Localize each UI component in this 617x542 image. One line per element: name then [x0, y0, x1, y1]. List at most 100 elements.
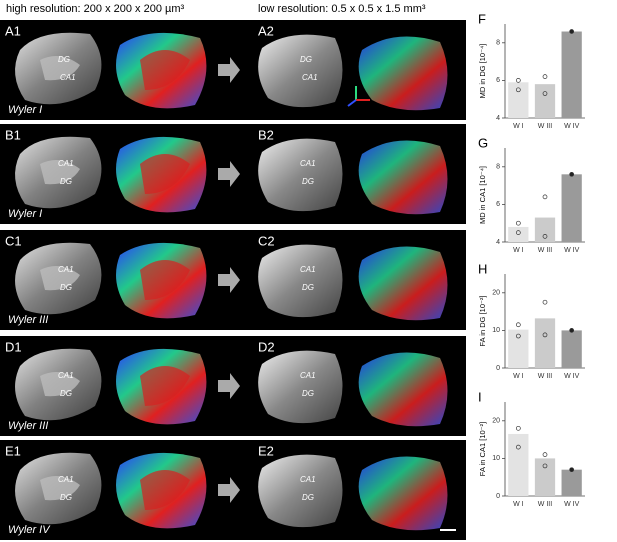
y-axis-label: MD in CA1 [10⁻⁴] — [478, 166, 487, 224]
low-res-image — [258, 244, 343, 318]
data-point — [515, 322, 521, 328]
panel-id: C1 — [5, 233, 22, 248]
hi-res-image-detail — [40, 372, 80, 397]
y-tick-label: 0 — [496, 493, 500, 500]
y-tick-label: 6 — [496, 77, 500, 84]
header-left: high resolution: 200 x 200 x 200 µm³ — [6, 3, 185, 15]
roi-label: DG — [60, 389, 72, 398]
data-point — [542, 91, 548, 96]
roi-label: DG — [302, 177, 314, 186]
x-tick-label: W I — [513, 373, 524, 380]
data-point — [542, 332, 548, 338]
low-res-dti — [358, 352, 448, 427]
x-tick-label: W I — [513, 501, 524, 508]
roi-label: DG — [300, 55, 312, 64]
group-label: Wyler III — [8, 314, 48, 326]
low-res-dti — [358, 140, 448, 215]
data-point — [515, 333, 521, 339]
data-point — [515, 78, 521, 83]
y-tick-label: 4 — [496, 115, 500, 122]
data-point — [542, 463, 548, 469]
y-tick-label: 10 — [492, 327, 500, 334]
y-tick-label: 8 — [496, 164, 500, 171]
panel-id: A2 — [258, 23, 274, 38]
group-label: Wyler IV — [8, 524, 51, 536]
data-point — [542, 234, 548, 239]
data-point — [515, 220, 521, 226]
x-tick-label: W IV — [564, 373, 579, 380]
group-label: Wyler I — [8, 208, 42, 220]
roi-label: CA1 — [58, 475, 74, 484]
panel-id: E2 — [258, 443, 274, 458]
data-point — [542, 74, 548, 79]
bar — [508, 329, 529, 368]
y-tick-label: 8 — [496, 40, 500, 47]
x-tick-label: W I — [513, 123, 524, 130]
hi-res-image-detail — [40, 476, 80, 501]
hi-res-dti-detail — [140, 260, 190, 300]
low-res-image — [258, 350, 343, 424]
panel-id: B2 — [258, 127, 274, 142]
data-point — [515, 87, 521, 93]
hi-res-dti-detail — [140, 470, 190, 510]
y-axis-label: FA in CA1 [10⁻²] — [478, 422, 487, 476]
arrow — [218, 161, 240, 187]
roi-label: DG — [60, 283, 72, 292]
data-point — [515, 444, 521, 450]
hi-res-image-detail — [40, 56, 80, 81]
arrow — [218, 477, 240, 503]
bar — [534, 84, 556, 118]
roi-label: DG — [60, 177, 72, 186]
bar — [534, 217, 556, 242]
data-point — [542, 299, 548, 305]
roi-label: DG — [60, 493, 72, 502]
x-tick-label: W IV — [564, 501, 579, 508]
roi-label: CA1 — [300, 371, 316, 380]
x-tick-label: W I — [513, 247, 524, 254]
arrow — [218, 267, 240, 293]
x-tick-label: W IV — [564, 247, 579, 254]
y-axis-label: MD in DG [10⁻⁴] — [478, 44, 487, 99]
data-point — [569, 328, 575, 333]
y-tick-label: 4 — [496, 239, 500, 246]
data-point — [569, 467, 575, 473]
panel-id: E1 — [5, 443, 21, 458]
hi-res-dti-detail — [140, 366, 190, 406]
data-point — [569, 29, 575, 34]
panel-id: A1 — [5, 23, 21, 38]
roi-label: CA1 — [60, 73, 76, 82]
low-res-image — [258, 34, 343, 108]
hi-res-dti-detail — [140, 154, 190, 194]
data-point — [515, 230, 521, 235]
low-res-dti — [358, 36, 448, 111]
bar — [561, 31, 582, 118]
header-right: low resolution: 0.5 x 0.5 x 1.5 mm³ — [258, 3, 426, 15]
bar — [561, 330, 582, 368]
data-point — [515, 425, 521, 431]
chart-title: G — [478, 135, 488, 150]
panel-id: D2 — [258, 339, 275, 354]
y-tick-label: 0 — [496, 365, 500, 372]
low-res-image — [258, 138, 343, 212]
group-label: Wyler III — [8, 420, 48, 432]
roi-label: CA1 — [300, 265, 316, 274]
chart-title: F — [478, 11, 486, 26]
y-tick-label: 6 — [496, 201, 500, 208]
x-tick-label: W III — [538, 373, 552, 380]
roi-label: CA1 — [58, 159, 74, 168]
hi-res-image-detail — [40, 266, 80, 291]
chart-title: H — [478, 261, 487, 276]
roi-label: DG — [302, 493, 314, 502]
arrow — [218, 373, 240, 399]
data-point — [542, 194, 548, 200]
low-res-image — [258, 454, 343, 528]
roi-label: CA1 — [302, 73, 318, 82]
bar — [508, 433, 529, 496]
panel-id: C2 — [258, 233, 275, 248]
data-point — [569, 171, 575, 177]
roi-label: CA1 — [300, 475, 316, 484]
bar — [534, 318, 556, 368]
arrow — [218, 57, 240, 83]
panel-id: B1 — [5, 127, 21, 142]
